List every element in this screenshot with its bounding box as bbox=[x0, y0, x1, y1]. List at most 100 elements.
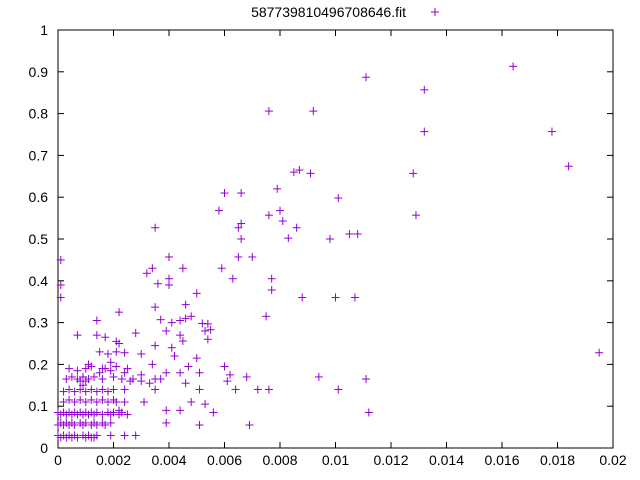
data-point bbox=[220, 362, 229, 371]
data-point bbox=[84, 375, 93, 384]
x-tick-label: 0.006 bbox=[207, 452, 242, 468]
data-point bbox=[76, 395, 85, 404]
data-point bbox=[273, 184, 282, 193]
data-point bbox=[264, 385, 273, 394]
data-point bbox=[176, 406, 185, 415]
data-point bbox=[267, 285, 276, 294]
data-point bbox=[331, 293, 340, 302]
data-point bbox=[178, 336, 187, 345]
data-point bbox=[245, 421, 254, 430]
x-tick-label: 0.018 bbox=[540, 452, 575, 468]
data-point bbox=[206, 325, 215, 334]
data-point bbox=[92, 387, 101, 396]
data-point bbox=[120, 348, 129, 357]
data-point bbox=[56, 280, 65, 289]
data-point bbox=[187, 398, 196, 407]
data-point bbox=[151, 341, 160, 350]
data-point bbox=[59, 398, 68, 407]
data-point bbox=[334, 194, 343, 203]
data-point bbox=[306, 169, 315, 178]
data-point bbox=[345, 229, 354, 238]
data-point bbox=[137, 377, 146, 386]
data-point bbox=[217, 264, 226, 273]
data-point bbox=[87, 385, 96, 394]
y-axis: 0 0.1 0.2 0.3 0.4 0.5 0.6 0.7 0.8 0.9 1 bbox=[29, 22, 613, 456]
data-point bbox=[145, 379, 154, 388]
data-point bbox=[120, 368, 129, 377]
data-point bbox=[81, 364, 90, 373]
data-point bbox=[59, 387, 68, 396]
data-point bbox=[142, 269, 151, 278]
data-point bbox=[226, 370, 235, 379]
data-point bbox=[165, 280, 173, 289]
data-point bbox=[264, 107, 273, 116]
x-tick-label: 0.012 bbox=[373, 452, 408, 468]
data-point bbox=[237, 189, 246, 198]
data-point bbox=[295, 166, 304, 175]
plot-frame bbox=[57, 29, 614, 449]
data-point bbox=[231, 385, 240, 394]
data-point bbox=[67, 372, 76, 381]
data-point bbox=[151, 223, 160, 232]
data-point bbox=[195, 385, 204, 394]
data-point bbox=[362, 375, 371, 384]
data-point bbox=[65, 395, 74, 404]
data-point bbox=[214, 206, 223, 215]
data-point bbox=[595, 348, 604, 357]
data-point bbox=[156, 375, 165, 384]
data-point bbox=[140, 398, 149, 407]
data-point bbox=[353, 229, 362, 238]
y-tick-label: 0.4 bbox=[29, 273, 49, 289]
data-point bbox=[101, 364, 110, 373]
data-point bbox=[292, 223, 301, 232]
data-point bbox=[170, 352, 179, 361]
legend-marker-symbol bbox=[431, 8, 439, 16]
data-point bbox=[334, 385, 343, 394]
data-point bbox=[151, 303, 160, 312]
data-point bbox=[81, 398, 90, 407]
data-point bbox=[112, 347, 121, 356]
data-point bbox=[73, 366, 82, 375]
data-point bbox=[115, 308, 124, 317]
data-point bbox=[350, 293, 359, 302]
data-point bbox=[112, 398, 121, 407]
data-point bbox=[56, 255, 65, 264]
data-point bbox=[267, 274, 276, 283]
data-point bbox=[109, 408, 118, 417]
data-point bbox=[234, 223, 243, 232]
data-point bbox=[153, 279, 162, 288]
data-point bbox=[70, 421, 79, 430]
data-point bbox=[201, 400, 210, 409]
data-point bbox=[92, 408, 101, 417]
data-point bbox=[103, 349, 112, 358]
data-point bbox=[120, 385, 129, 394]
data-point bbox=[298, 293, 307, 302]
data-point bbox=[203, 335, 212, 344]
data-point bbox=[276, 206, 284, 215]
y-tick-label: 0.3 bbox=[29, 315, 49, 331]
data-point bbox=[234, 252, 243, 261]
data-point bbox=[314, 372, 323, 381]
data-point bbox=[289, 168, 298, 177]
data-point bbox=[264, 211, 273, 220]
data-point bbox=[56, 293, 65, 302]
data-point bbox=[253, 385, 262, 394]
data-point bbox=[165, 252, 173, 261]
data-point bbox=[162, 406, 171, 415]
data-point bbox=[242, 372, 251, 381]
data-point bbox=[195, 368, 204, 377]
data-point bbox=[262, 312, 271, 321]
y-tick-label: 0.9 bbox=[29, 64, 49, 80]
data-point bbox=[178, 264, 187, 273]
data-point bbox=[162, 326, 171, 335]
data-point bbox=[120, 398, 129, 407]
x-tick-label: 0.02 bbox=[599, 452, 626, 468]
data-point bbox=[95, 368, 104, 377]
data-point bbox=[195, 421, 204, 430]
data-point bbox=[87, 395, 96, 404]
data-point bbox=[123, 410, 132, 419]
data-point bbox=[103, 387, 112, 396]
data-point bbox=[151, 385, 160, 394]
y-tick-label: 0.2 bbox=[29, 356, 49, 372]
